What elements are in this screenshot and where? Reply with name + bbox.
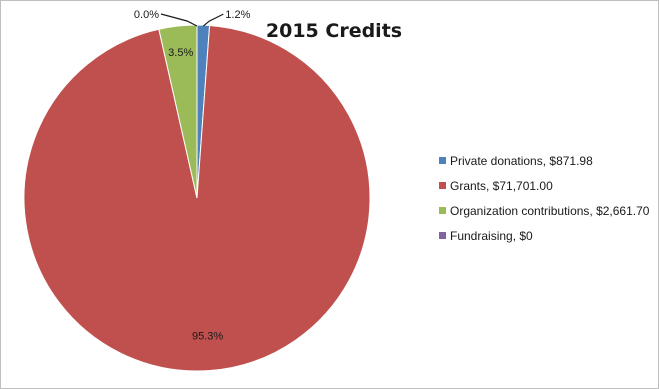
legend-swatch-grants — [439, 182, 446, 189]
leader-line-fundraising — [160, 13, 198, 27]
legend-swatch-fundraising — [439, 232, 446, 239]
legend-swatch-private-donations — [439, 157, 446, 164]
leader-lines — [160, 13, 224, 27]
legend-entry-private-donations: Private donations, $871.98 — [450, 154, 593, 168]
legend-entry-fundraising: Fundraising, $0 — [450, 229, 533, 243]
slice-organization-contributions — [158, 24, 198, 199]
chart-title: 2015 Credits — [266, 20, 402, 42]
slice-label-organization-contributions: 3.5% — [168, 47, 193, 59]
slice-grants — [23, 24, 371, 372]
pie-slices — [23, 24, 371, 372]
leader-line-private-donations — [202, 13, 224, 27]
legend: Private donations, $871.98 Grants, $71,70… — [439, 154, 650, 243]
slice-label-private-donations: 1.2% — [225, 9, 250, 21]
legend-entry-grants: Grants, $71,701.00 — [450, 179, 553, 193]
legend-swatch-organization-contributions — [439, 207, 446, 214]
slice-labels: 1.2% 95.3% 3.5% 0.0% — [134, 9, 251, 343]
legend-entry-organization-contributions: Organization contributions, $2,661.70 — [450, 204, 650, 218]
slice-label-fundraising: 0.0% — [134, 9, 159, 21]
slice-label-grants: 95.3% — [192, 331, 223, 343]
